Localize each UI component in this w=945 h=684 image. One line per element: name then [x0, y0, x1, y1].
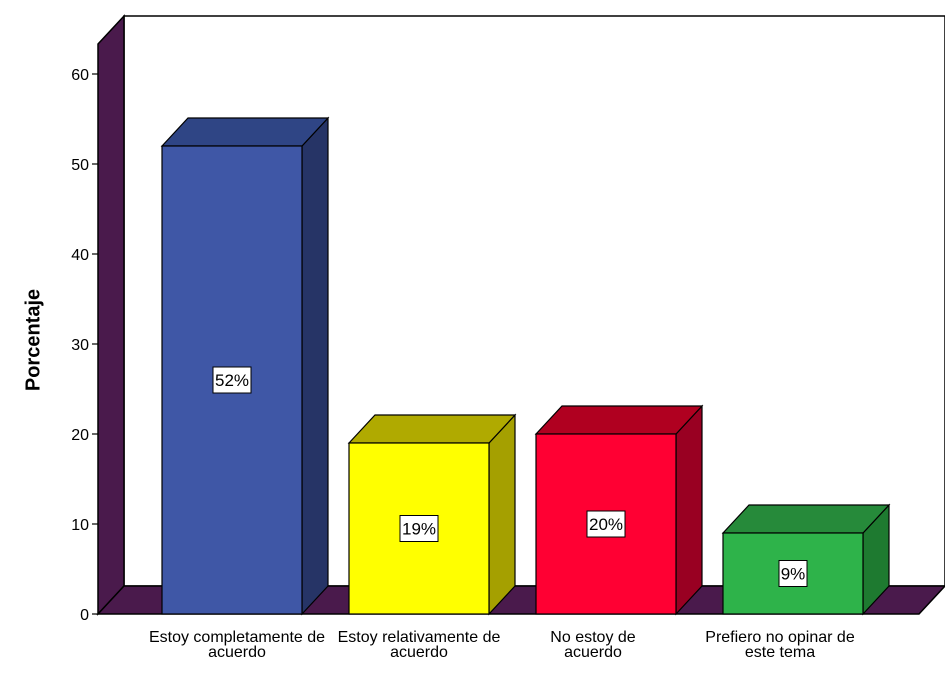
- y-tick-label: 20: [71, 427, 89, 444]
- side-wall: [97, 14, 125, 616]
- bar-side-face: [488, 413, 516, 616]
- y-tick-label: 50: [71, 157, 89, 174]
- data-label: 9%: [781, 565, 806, 584]
- y-tick-label: 60: [71, 67, 89, 84]
- data-label-box: [399, 515, 439, 542]
- data-label: 19%: [402, 520, 436, 539]
- x-tick-label-2: No estoy de acuerdo: [550, 629, 636, 661]
- bar-1: 19%: [347, 413, 517, 616]
- data-label-box: [212, 366, 252, 394]
- bar-top-face: [721, 504, 891, 534]
- bar-top-face: [347, 414, 517, 444]
- y-tick-label: 0: [80, 607, 89, 624]
- bar-3: 9%: [721, 503, 891, 616]
- bar-top-face: [160, 117, 330, 147]
- data-label: 52%: [215, 371, 249, 390]
- y-tick-label: 40: [71, 247, 89, 264]
- x-tick-label-0: Estoy completamente de acuerdo: [148, 629, 326, 661]
- bar-0: 52%: [160, 116, 330, 616]
- y-axis: 0 10 20 30 40 50 60: [71, 67, 98, 624]
- x-tick-label-3: Prefiero no opinar de este tema: [705, 629, 855, 661]
- bar-top-face: [534, 405, 704, 435]
- bars: 52% 19% 20% 9%: [160, 116, 891, 616]
- data-label-box: [586, 510, 626, 538]
- data-label: 20%: [589, 515, 623, 534]
- y-tick-label: 10: [71, 517, 89, 534]
- bar-side-face: [675, 404, 703, 616]
- y-axis-title-text: Porcentaje: [22, 288, 45, 392]
- y-tick-label: 30: [71, 337, 89, 354]
- data-label-box: [778, 560, 808, 587]
- bar-side-face: [301, 116, 329, 616]
- y-axis-title: Porcentaje: [14, 289, 54, 391]
- x-tick-label-1: Estoy relativamente de acuerdo: [337, 629, 501, 661]
- bar-2: 20%: [534, 404, 704, 616]
